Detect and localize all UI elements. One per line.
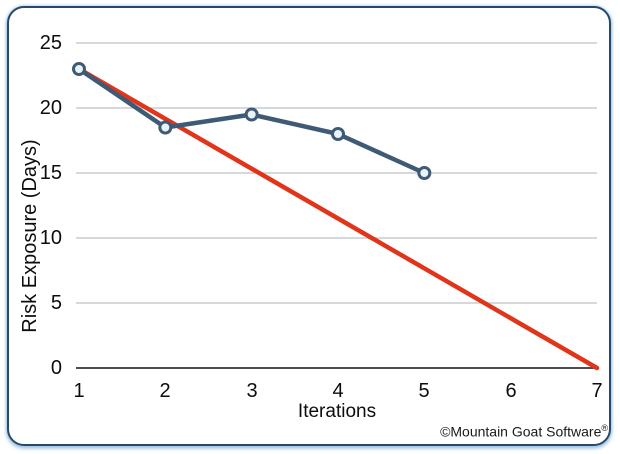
x-tick-label: 4 [332,380,344,402]
y-tick-label: 10 [39,227,62,249]
copyright-notice: ©Mountain Goat Software® [440,420,608,441]
copyright-text: ©Mountain Goat Software [440,423,602,440]
x-tick-label: 1 [73,380,85,402]
data-point-marker [158,120,173,135]
planned-burndown-line [76,66,600,371]
x-tick-label: 5 [418,380,430,402]
y-tick-label: 15 [39,162,62,184]
x-tick-label: 3 [246,380,258,402]
data-point-marker [72,62,86,76]
data-point-marker [331,127,345,141]
chart-frame [7,6,611,446]
data-point-marker [417,166,432,180]
y-axis-title: Risk Exposure (Days) [19,139,41,333]
x-axis-title: Iterations [297,401,377,422]
y-tick-label: 5 [50,292,62,314]
x-tick-label: 2 [159,380,171,402]
y-tick-label: 0 [50,357,62,379]
data-point-marker [244,107,259,122]
registered-trademark-symbol: ® [601,423,608,433]
x-tick-label: 7 [591,380,603,402]
x-tick-label: 6 [505,380,517,402]
y-tick-label: 25 [39,32,62,54]
y-tick-label: 20 [39,97,62,119]
